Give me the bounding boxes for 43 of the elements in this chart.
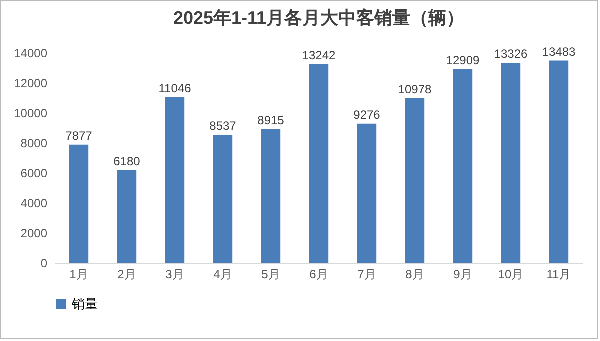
bar [549,60,569,263]
bar [69,144,89,263]
bar [405,98,425,263]
x-tick-label: 11月 [546,268,572,282]
data-label: 8537 [210,118,237,133]
x-tick-label: 8月 [406,268,424,282]
x-tick-label: 7月 [358,268,376,282]
x-tick-label: 9月 [454,268,472,282]
bar [453,69,473,263]
x-tick-label: 4月 [214,268,232,282]
data-label: 13242 [302,48,336,62]
bar [501,63,521,263]
legend-label: 销量 [71,296,98,312]
chart-title: 2025年1-11月各月大中客销量（辆） [173,8,465,28]
bar [117,170,137,263]
data-label: 9276 [354,108,381,122]
data-label: 13483 [542,44,576,59]
y-tick-label: 14000 [14,46,48,60]
y-tick-label: 0 [40,256,48,270]
y-tick-label: 8000 [20,136,48,150]
y-tick-label: 6000 [20,166,48,180]
data-label: 6180 [114,154,141,168]
data-label: 12909 [446,53,480,68]
y-tick-label: 2000 [20,226,48,240]
x-tick-label: 6月 [310,268,328,282]
y-tick-label: 10000 [14,106,48,120]
data-label: 13326 [494,47,528,62]
y-tick-label: 12000 [14,76,48,90]
x-tick-label: 1月 [70,268,88,282]
data-label: 11046 [158,81,192,96]
y-tick-label: 4000 [20,196,48,210]
data-label: 7877 [66,128,93,143]
data-label: 8915 [258,113,285,128]
x-tick-label: 2月 [118,268,136,282]
x-tick-label: 5月 [262,268,280,282]
bar [309,64,329,263]
bar [357,124,377,263]
x-tick-label: 3月 [166,268,184,282]
bar [165,97,185,263]
x-tick-label: 10月 [498,268,524,282]
bar [261,129,281,263]
data-label: 10978 [398,82,432,96]
bar [213,134,233,263]
